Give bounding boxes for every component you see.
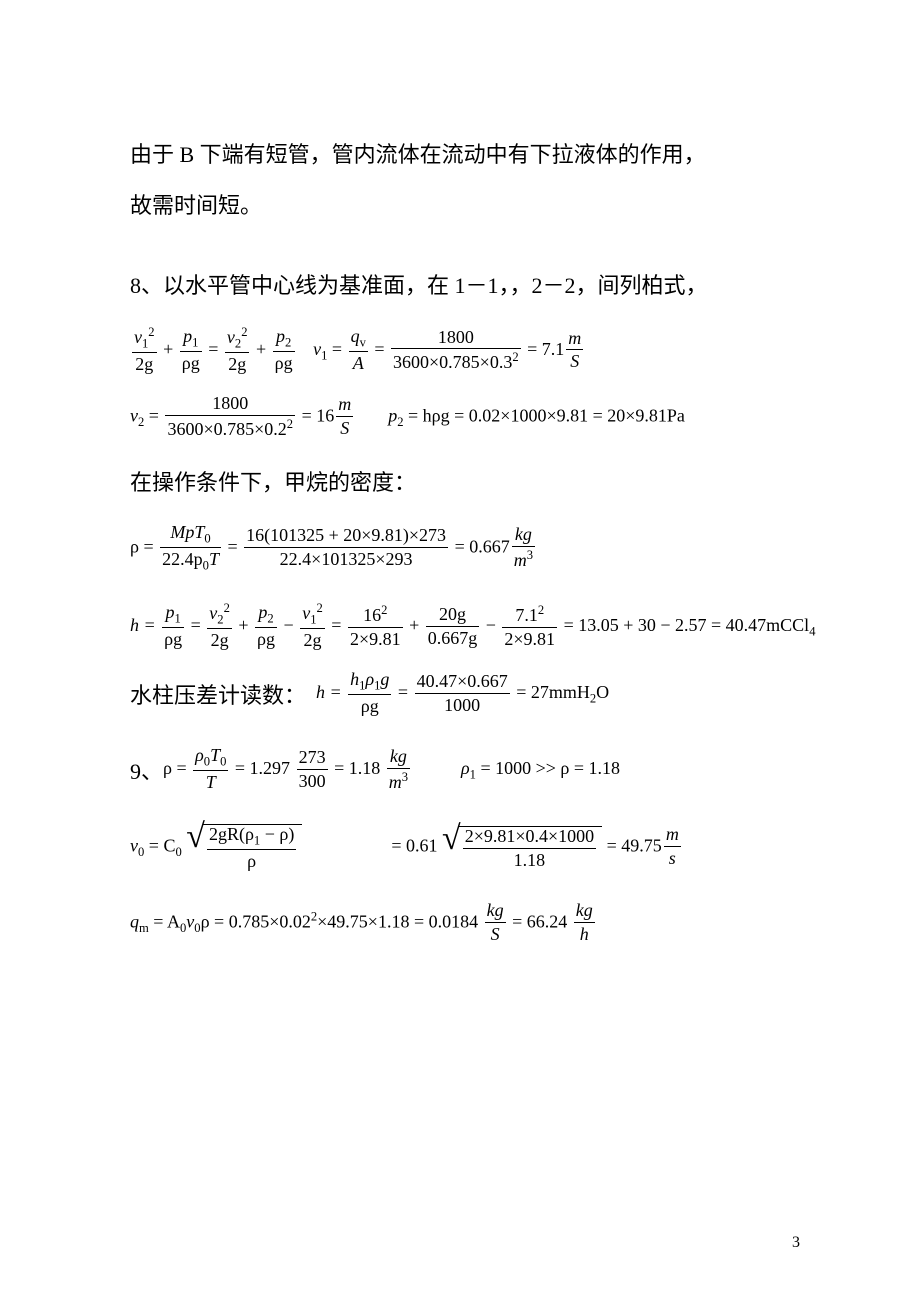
equation-3: ρ = MpT022.4p0T = 16(101325 + 20×9.81)×2… bbox=[130, 523, 800, 574]
equation-1: v122g + p1ρg = v222g + p2ρg v1 = qvA = 1… bbox=[130, 326, 800, 376]
equation-4: h = p1ρg = v222g + p2ρg − v122g = 1622×9… bbox=[130, 602, 800, 652]
equation-6-line: 9、 ρ = ρ0T0T = 1.297 273300 = 1.18 kgm3 … bbox=[130, 746, 800, 794]
text-line: 故需时间短。 bbox=[130, 193, 262, 218]
equation-5-line: 水柱压差计读数： h = h1ρ1gρg = 40.47×0.6671000 =… bbox=[130, 670, 800, 718]
paragraph-1: 由于 B 下端有短管，管内流体在流动中有下拉液体的作用， 故需时间短。 bbox=[130, 130, 800, 231]
text-line: 由于 B 下端有短管，管内流体在流动中有下拉液体的作用， bbox=[130, 142, 706, 167]
text-line: 在操作条件下，甲烷的密度： bbox=[130, 470, 416, 495]
label-water-manometer: 水柱压差计读数： bbox=[130, 678, 306, 710]
equation-7: v0 = C0 √2gR(ρ1 − ρ)ρ = 0.61 √2×9.81×0.4… bbox=[130, 820, 800, 875]
paragraph-2: 8、以水平管中心线为基准面，在 1－1，，2－2，间列柏式， bbox=[130, 261, 800, 312]
page-number: 3 bbox=[792, 1234, 800, 1252]
text-line: 8、以水平管中心线为基准面，在 1－1，，2－2，间列柏式， bbox=[130, 273, 708, 298]
label-9: 9、 bbox=[130, 754, 163, 786]
equation-8: qm = A0v0ρ = 0.785×0.022×49.75×1.18 = 0.… bbox=[130, 901, 800, 945]
equation-2: v2 = 18003600×0.785×0.22 = 16mS p2 = hρg… bbox=[130, 394, 800, 440]
paragraph-3: 在操作条件下，甲烷的密度： bbox=[130, 458, 800, 509]
